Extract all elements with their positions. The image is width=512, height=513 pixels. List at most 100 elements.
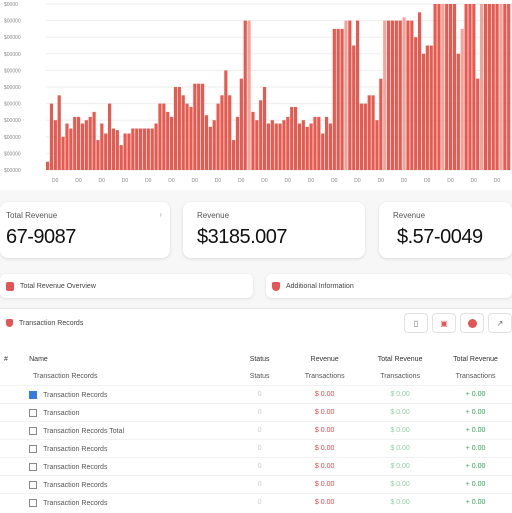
row-checkbox[interactable] [29, 390, 38, 399]
column-header[interactable]: Name [29, 356, 48, 363]
chart-bar[interactable] [193, 83, 197, 170]
chart-bar[interactable] [142, 128, 147, 171]
link-button[interactable]: ↗ [488, 313, 512, 333]
chart-bar[interactable] [418, 12, 422, 170]
row-checkbox[interactable] [29, 408, 38, 417]
chart-bar[interactable] [162, 103, 166, 170]
chart-bar[interactable] [367, 95, 371, 170]
chart-bar[interactable] [139, 128, 143, 171]
chart-bar[interactable] [61, 136, 65, 170]
chart-bar[interactable] [243, 20, 247, 170]
chart-bar[interactable] [503, 4, 507, 170]
chart-bar[interactable] [363, 103, 367, 170]
chart-bar[interactable] [421, 53, 426, 170]
chart-bar[interactable] [313, 116, 317, 170]
chart-bar[interactable] [294, 106, 298, 170]
chart-bar[interactable] [115, 130, 119, 170]
chart-bar[interactable] [441, 4, 445, 170]
chart-bar[interactable] [104, 133, 108, 170]
chart-bar[interactable] [507, 4, 511, 170]
chart-bar[interactable] [390, 20, 395, 170]
chart-bar[interactable] [185, 103, 189, 170]
chart-bar[interactable] [398, 20, 402, 170]
column-header[interactable]: Total Revenue [453, 356, 498, 363]
calendar-button[interactable]: ▣ [432, 313, 456, 333]
column-header[interactable]: # [4, 356, 8, 363]
chart-bar[interactable] [108, 103, 112, 170]
chart-bar[interactable] [251, 111, 255, 170]
chart-bar[interactable] [456, 53, 460, 170]
chart-bar[interactable] [472, 4, 476, 170]
chart-bar[interactable] [259, 100, 263, 170]
chart-bar[interactable] [301, 120, 305, 170]
chart-bar[interactable] [239, 78, 243, 170]
chart-bar[interactable] [204, 115, 209, 170]
chart-bar[interactable] [208, 126, 212, 170]
chart-bar[interactable] [270, 120, 274, 170]
chart-bar[interactable] [460, 28, 464, 171]
chart-bar[interactable] [491, 4, 495, 170]
chart-bar[interactable] [266, 123, 271, 170]
chart-bar[interactable] [77, 116, 81, 170]
table-row[interactable]: Transaction 0 $ 0.00 $ 0.00 + 0.00 [0, 403, 512, 422]
chart-bar[interactable] [387, 20, 391, 170]
chart-bar[interactable] [119, 145, 123, 170]
chart-bar[interactable] [228, 95, 232, 170]
revenue-overview-pill[interactable]: Total Revenue Overview [0, 274, 253, 298]
table-row[interactable]: Transaction Records Total 0 $ 0.00 $ 0.00 + … [0, 421, 512, 440]
chart-bar[interactable] [406, 20, 410, 170]
chart-bar[interactable] [73, 116, 77, 170]
chart-bar[interactable] [336, 28, 340, 171]
chart-bar[interactable] [53, 120, 57, 170]
total-revenue-card[interactable]: Total Revenue › 67-9087 [0, 202, 170, 258]
chart-bar[interactable] [274, 123, 278, 170]
table-row[interactable]: Transaction Records 0 $ 0.00 $ 0.00 + 0.00 [0, 475, 512, 494]
chart-bar[interactable] [332, 28, 336, 171]
chart-bar[interactable] [328, 123, 333, 170]
table-row[interactable]: Transaction Records 0 $ 0.00 $ 0.00 + 0.00 [0, 385, 512, 404]
chart-bar[interactable] [212, 120, 216, 170]
chart-bar[interactable] [46, 161, 50, 170]
chart-bar[interactable] [135, 128, 139, 171]
chart-bar[interactable] [425, 45, 429, 171]
table-row[interactable]: Transaction Records 0 $ 0.00 $ 0.00 + 0.00 [0, 439, 512, 458]
chart-bar[interactable] [410, 20, 414, 170]
chart-bar[interactable] [383, 20, 387, 170]
chart-bar[interactable] [197, 83, 201, 170]
chart-bar[interactable] [158, 103, 162, 170]
chart-bar[interactable] [452, 4, 457, 170]
chart-bar[interactable] [146, 128, 150, 171]
chart-bar[interactable] [282, 120, 286, 170]
chart-bar[interactable] [235, 116, 240, 170]
chart-bar[interactable] [154, 123, 158, 170]
table-row[interactable]: Transaction Records 0 $ 0.00 $ 0.00 + 0.00 [0, 493, 512, 511]
chart-bar[interactable] [321, 133, 325, 170]
chart-bar[interactable] [429, 45, 433, 171]
chart-bar[interactable] [394, 20, 398, 170]
chart-bar[interactable] [189, 106, 193, 170]
chart-bar[interactable] [480, 4, 484, 170]
chart-bar[interactable] [414, 37, 418, 171]
chart-bar[interactable] [65, 123, 69, 170]
chart-bar[interactable] [123, 133, 127, 170]
chart-bar[interactable] [483, 4, 488, 170]
chart-bar[interactable] [263, 87, 267, 170]
chart-bar[interactable] [166, 111, 170, 170]
chart-bar[interactable] [173, 87, 178, 170]
column-header[interactable]: Revenue [310, 356, 339, 363]
chart-bar[interactable] [278, 123, 282, 170]
chart-bar[interactable] [348, 20, 352, 170]
chart-bar[interactable] [181, 95, 185, 170]
chart-bar[interactable] [309, 123, 313, 170]
chart-bar[interactable] [96, 140, 100, 170]
chart-bar[interactable] [449, 4, 453, 170]
chart-bar[interactable] [356, 20, 360, 170]
chart-bar[interactable] [88, 116, 92, 170]
chart-bar[interactable] [402, 17, 406, 171]
chart-bar[interactable] [247, 20, 251, 170]
chart-bar[interactable] [80, 123, 85, 170]
revenue-card[interactable]: Revenue $3185.007 [183, 202, 365, 258]
chart-bar[interactable] [371, 95, 375, 170]
chart-bar[interactable] [232, 140, 236, 170]
chart-bar[interactable] [177, 87, 181, 170]
